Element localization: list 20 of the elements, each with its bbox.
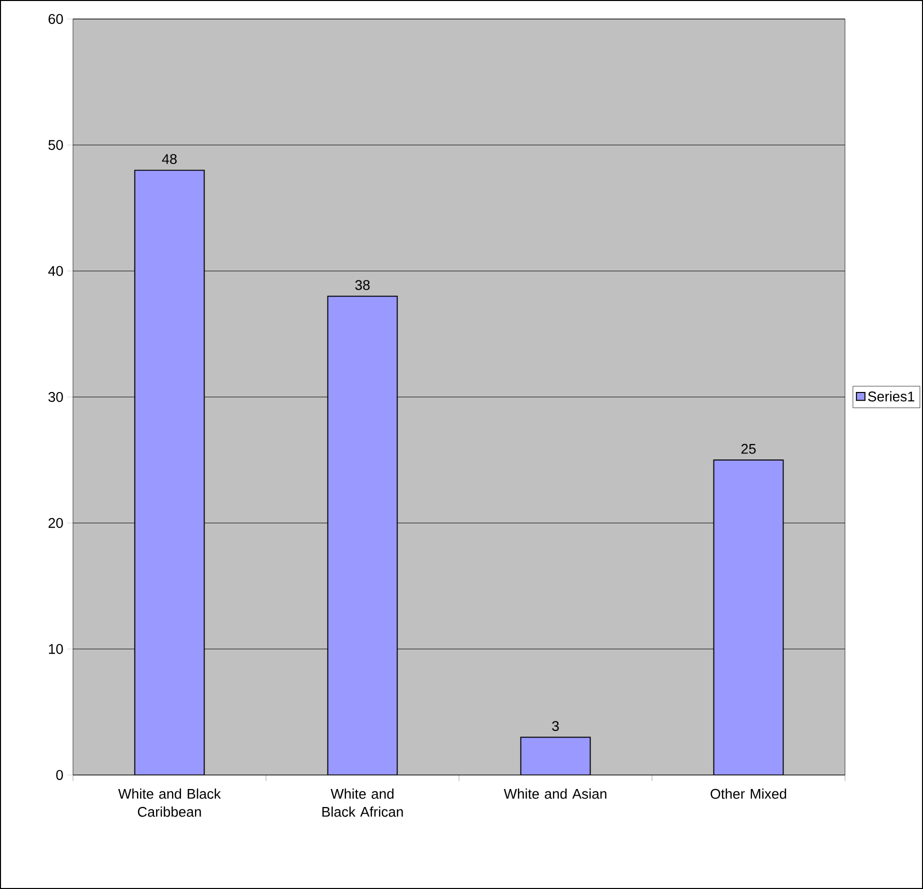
bar	[134, 170, 205, 775]
y-tick-label: 10	[48, 644, 63, 654]
data-label: 3	[552, 721, 559, 732]
y-tick-label: 30	[48, 392, 63, 402]
x-tick-label: White and Asian	[504, 788, 606, 799]
x-tick-label: Other Mixed	[710, 788, 786, 799]
y-tick-label: 40	[48, 266, 63, 276]
bar	[520, 736, 591, 775]
bar	[327, 296, 398, 775]
legend-label: Series1	[868, 391, 914, 402]
data-label: 25	[741, 444, 756, 454]
data-label: 38	[355, 280, 370, 290]
x-tick-label: White and Black African	[322, 788, 403, 817]
y-tick-label: 60	[48, 14, 63, 24]
bar	[713, 459, 784, 775]
x-tick-label: White and Black Caribbean	[118, 788, 221, 817]
y-tick-label: 20	[48, 518, 63, 528]
y-tick-label: 0	[56, 770, 63, 780]
data-label: 48	[162, 154, 177, 164]
y-tick-label: 50	[48, 140, 63, 150]
